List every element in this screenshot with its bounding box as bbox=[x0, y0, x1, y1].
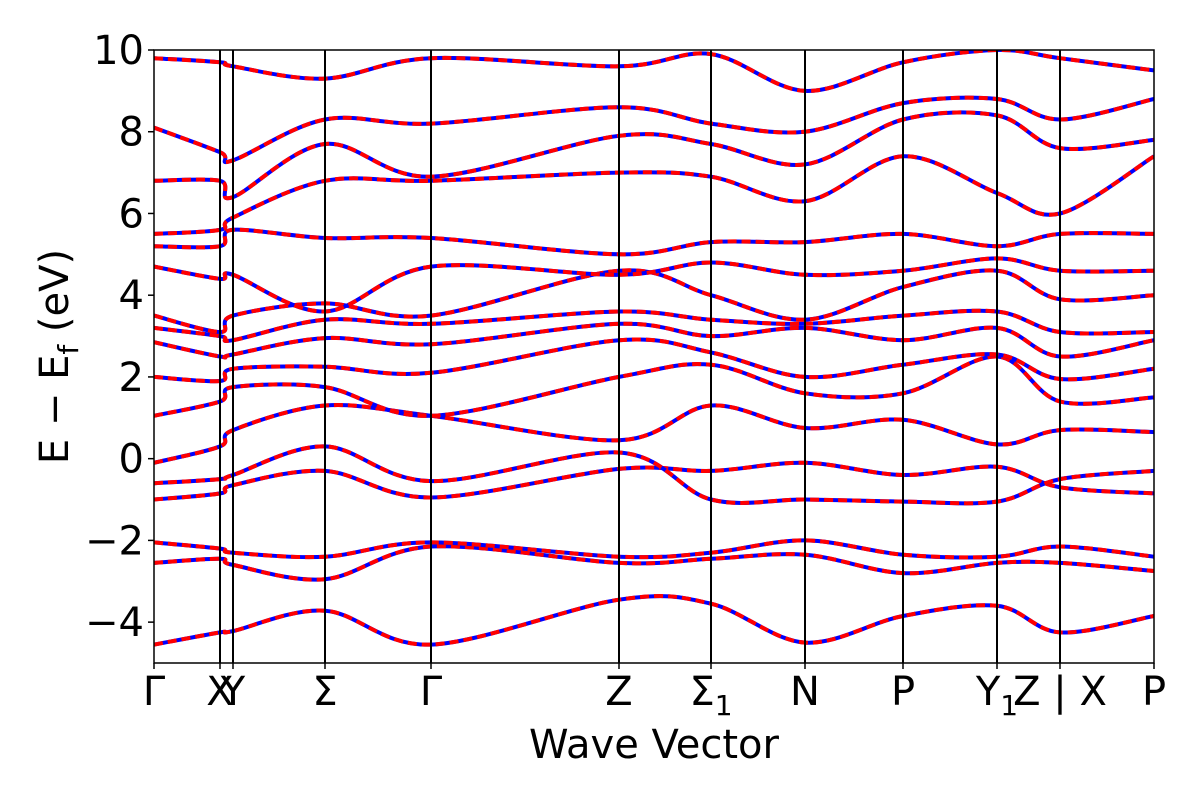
plot-frame bbox=[153, 49, 1155, 664]
y-axis-ticks: 10 8 6 4 2 0 −2 −4 bbox=[85, 28, 154, 646]
band-line-red-8 bbox=[154, 321, 1154, 360]
band-line-red-13 bbox=[154, 154, 1154, 236]
x-tick-label-4: Γ bbox=[420, 669, 443, 715]
band-line-red-4 bbox=[154, 444, 1154, 506]
band-line-red-16 bbox=[154, 50, 1154, 93]
x-tick-label-5: Z bbox=[605, 669, 632, 715]
x-tick-label-2: Y bbox=[220, 669, 246, 715]
y-tick-label-1: 8 bbox=[119, 110, 144, 156]
band-line-red-9 bbox=[154, 308, 1154, 343]
band-line-red-7 bbox=[154, 337, 1154, 384]
y-tick-label-3: 4 bbox=[119, 273, 144, 319]
y-tick-label-6: −2 bbox=[85, 518, 144, 564]
plot-area bbox=[154, 50, 1154, 647]
band-line-blue-4 bbox=[154, 444, 1154, 506]
y-tick-label-7: −4 bbox=[85, 600, 144, 646]
x-tick-label-8: P bbox=[891, 669, 915, 715]
x-tick-label-6: Σ1 bbox=[689, 669, 732, 722]
y-tick-label-5: 0 bbox=[119, 437, 144, 483]
x-tick-label-0: Γ bbox=[143, 669, 166, 715]
band-line-blue-12 bbox=[154, 227, 1154, 257]
band-line-blue-0 bbox=[154, 594, 1154, 647]
x-tick-label-9: Y1 bbox=[975, 669, 1018, 722]
band-line-red-5 bbox=[154, 403, 1154, 465]
x-tick-label-10: Z | X bbox=[1013, 669, 1107, 715]
y-axis-label-sub: f bbox=[52, 344, 85, 355]
y-axis-label-unit: (eV) bbox=[32, 249, 78, 345]
x-tick-label-11: P bbox=[1142, 669, 1166, 715]
high-symmetry-lines bbox=[219, 50, 1061, 663]
x-tick-label-7: N bbox=[790, 669, 820, 715]
x-axis-label: Wave Vector bbox=[529, 722, 780, 768]
band-line-blue-7 bbox=[154, 337, 1154, 384]
y-axis-label-main: E − E bbox=[32, 355, 78, 465]
band-line-red-6 bbox=[154, 354, 1154, 418]
y-tick-label-2: 6 bbox=[119, 191, 144, 237]
band-line-red-2 bbox=[154, 538, 1154, 560]
y-tick-label-4: 2 bbox=[119, 355, 144, 401]
y-axis-label: E − Ef (eV) bbox=[32, 249, 85, 464]
band-line-blue-16 bbox=[154, 50, 1154, 93]
band-line-red-0 bbox=[154, 594, 1154, 647]
x-tick-label-1: X bbox=[206, 669, 233, 715]
x-tick-label-3: Σ bbox=[312, 669, 337, 715]
y-tick-label-0: 10 bbox=[93, 28, 144, 74]
